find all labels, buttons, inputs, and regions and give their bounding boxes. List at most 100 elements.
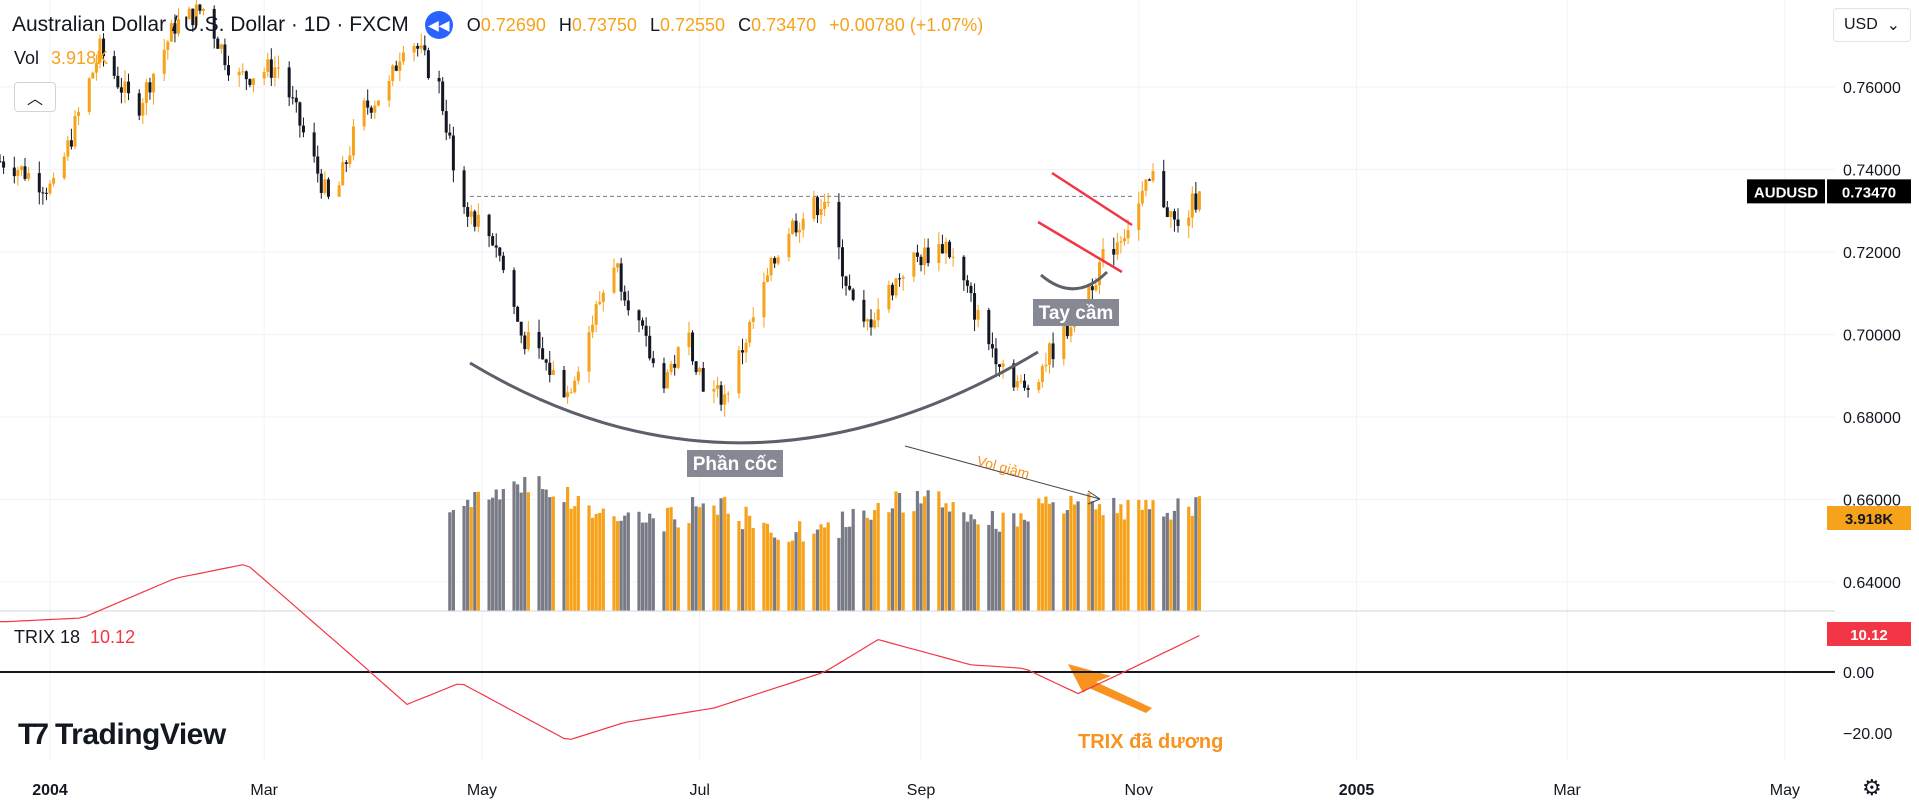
volume-bar-117 xyxy=(587,505,591,611)
volume-bar-186 xyxy=(926,490,930,611)
candle-body-35 xyxy=(173,23,177,34)
volume-bar-130 xyxy=(648,513,652,611)
volume-bar-142 xyxy=(712,505,716,611)
candle-body-233 xyxy=(1165,207,1169,217)
candle-body-44 xyxy=(219,44,223,49)
replay-icon[interactable]: ◀◀ xyxy=(424,11,453,39)
candle-body-94 xyxy=(469,211,473,217)
volume-bar-153 xyxy=(765,523,770,611)
volume-bar-103 xyxy=(516,484,520,611)
candle-body-212 xyxy=(1062,321,1066,360)
candle-body-165 xyxy=(823,201,827,209)
close-label: C xyxy=(738,14,752,35)
volume-bar-233 xyxy=(1165,512,1169,611)
volume-bar-156 xyxy=(776,539,780,611)
candle-body-83 xyxy=(416,45,420,49)
candle-body-88 xyxy=(441,81,445,112)
candle-body-29 xyxy=(144,82,148,104)
volume-bar-124 xyxy=(619,520,623,611)
candle-body-150 xyxy=(748,321,752,343)
volume-bar-178 xyxy=(890,508,895,611)
volume-bar-202 xyxy=(1012,513,1016,611)
volume-bar-192 xyxy=(962,512,966,611)
volume-bar-235 xyxy=(1172,510,1177,611)
candle-body-104 xyxy=(519,321,523,336)
volume-bar-106 xyxy=(526,492,530,611)
candle-body-203 xyxy=(1015,381,1019,388)
candle-body-22 xyxy=(112,56,116,76)
candle-body-196 xyxy=(976,309,980,320)
close-value: 0.73470 xyxy=(751,14,817,35)
candle-body-13 xyxy=(66,140,70,157)
candle-body-117 xyxy=(587,332,591,372)
candle-body-21 xyxy=(102,38,106,57)
volume-bar-138 xyxy=(690,497,695,611)
volume-bar-146 xyxy=(726,513,730,611)
candle-body-48 xyxy=(241,71,245,73)
volume-bar-176 xyxy=(876,502,880,611)
volume-bar-181 xyxy=(901,512,905,611)
candle-body-73 xyxy=(366,100,370,108)
candle-body-131 xyxy=(651,358,655,364)
volume-bar-108 xyxy=(541,489,545,611)
settings-gear-icon[interactable]: ⚙ xyxy=(1862,775,1882,800)
candle-body-122 xyxy=(612,267,616,293)
candle-body-11 xyxy=(52,178,56,184)
candle-body-194 xyxy=(969,285,973,294)
candle-body-17 xyxy=(87,78,91,113)
candle-body-145 xyxy=(723,394,727,405)
volume-bar-190 xyxy=(947,511,952,611)
candle-body-121 xyxy=(601,292,605,302)
candle-body-205 xyxy=(1023,380,1027,388)
candle-body-111 xyxy=(551,369,555,376)
candle-body-78 xyxy=(391,65,395,82)
candle-body-68 xyxy=(341,162,345,186)
symbol-badge: AUDUSD xyxy=(1754,184,1818,201)
candle-body-7 xyxy=(37,173,41,193)
candle-body-59 xyxy=(294,97,298,103)
candle-body-37 xyxy=(187,8,191,20)
candle-body-91 xyxy=(451,135,455,171)
candle-body-173 xyxy=(865,319,869,322)
change-value: +0.00780 (+1.07%) xyxy=(829,14,984,35)
volume-bar-174 xyxy=(869,519,873,611)
volume-bar-231 xyxy=(1151,500,1155,611)
logo-text: TradingView xyxy=(55,718,226,751)
volume-bars xyxy=(448,476,1202,611)
price-tick-2: 0.72000 xyxy=(1843,245,1901,262)
candle-body-134 xyxy=(669,363,673,373)
grid-lines xyxy=(0,0,1835,760)
volume-bar-183 xyxy=(915,491,920,611)
price-tick-6: 0.64000 xyxy=(1843,575,1901,592)
price-tick-0: 0.76000 xyxy=(1843,80,1901,97)
collapse-legend-button[interactable]: ︿ xyxy=(14,82,56,112)
candle-body-112 xyxy=(562,369,566,398)
currency-select[interactable]: USD ⌄ xyxy=(1833,8,1911,42)
candle-body-38 xyxy=(191,8,195,26)
currency-label: USD xyxy=(1844,16,1878,33)
candlesticks xyxy=(0,0,1201,417)
candle-body-15 xyxy=(73,115,77,147)
candle-body-200 xyxy=(998,364,1002,367)
chevron-down-icon: ⌄ xyxy=(1886,17,1900,34)
volume-bar-175 xyxy=(872,510,877,611)
volume-bar-121 xyxy=(601,508,605,611)
candle-body-27 xyxy=(137,93,141,116)
volume-bar-234 xyxy=(1169,519,1173,611)
candle-body-41 xyxy=(201,8,205,11)
volume-bar-132 xyxy=(662,531,666,611)
volume-bar-206 xyxy=(1026,521,1030,611)
candle-body-171 xyxy=(851,289,855,300)
candle-body-6 xyxy=(27,173,31,179)
volume-bar-147 xyxy=(737,520,741,611)
volume-bar-159 xyxy=(794,532,798,611)
candle-body-85 xyxy=(423,45,427,51)
volume-bar-110 xyxy=(548,497,552,611)
candle-body-204 xyxy=(1019,380,1023,382)
volume-bar-122 xyxy=(612,516,616,611)
volume-bar-180 xyxy=(897,493,902,611)
volume-bar-166 xyxy=(826,522,830,611)
candle-body-99 xyxy=(494,245,498,248)
candle-body-39 xyxy=(194,4,198,26)
